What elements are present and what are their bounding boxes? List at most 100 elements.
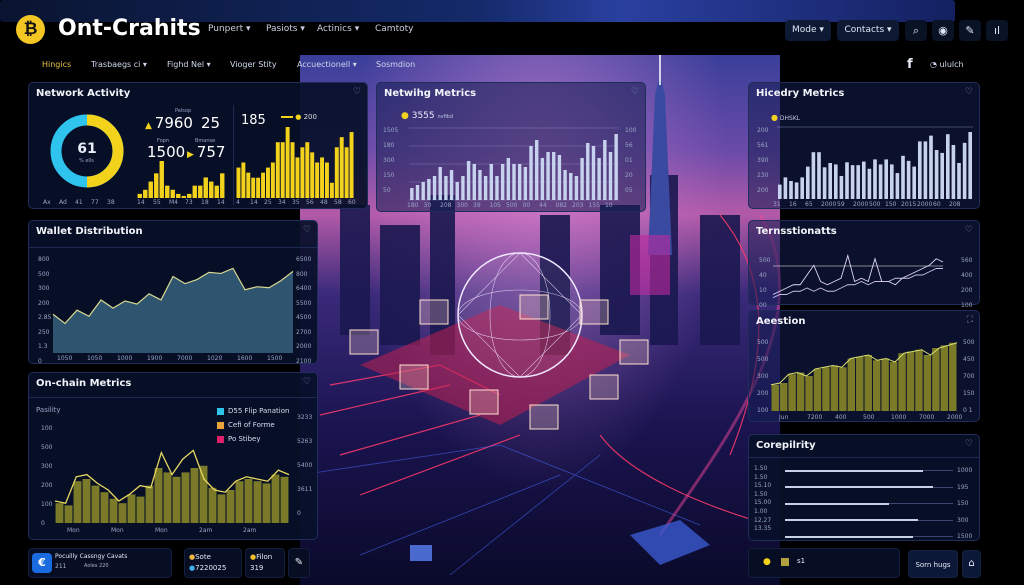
watch-link[interactable]: ◔ ululch bbox=[930, 60, 964, 69]
bar bbox=[945, 134, 950, 199]
favorite-icon[interactable]: ♡ bbox=[352, 87, 361, 97]
bar bbox=[800, 177, 805, 199]
axis-tick: 41 bbox=[75, 199, 83, 206]
subnav-hingics[interactable]: Hingics bbox=[42, 60, 72, 69]
brand-name[interactable]: Ont-Crahits bbox=[58, 16, 201, 41]
subnav-accuectionell[interactable]: Accuectionell ▾ bbox=[297, 60, 357, 69]
bar bbox=[176, 193, 181, 198]
bar bbox=[895, 173, 900, 199]
favorite-icon[interactable]: ♡ bbox=[302, 377, 311, 387]
bar bbox=[285, 127, 290, 198]
bar bbox=[415, 185, 420, 200]
axis-tick: 300 bbox=[757, 373, 769, 380]
onchain-metrics-panel: On-chain Metrics ♡ Pasility D55 Flip Pan… bbox=[28, 372, 318, 540]
nav-punpert[interactable]: Punpert ▾ bbox=[208, 24, 251, 34]
bar bbox=[614, 134, 618, 200]
contacts-label: Contacts bbox=[844, 25, 885, 35]
info-card[interactable]: € Pocuilly Cassngy Cavats 211 Aoles 220 bbox=[28, 548, 172, 578]
axis-tick: 100 bbox=[757, 407, 769, 414]
stat-right: 185 bbox=[241, 113, 266, 128]
axis-tick: 800 bbox=[296, 270, 308, 278]
axis-tick: 100 bbox=[41, 425, 53, 432]
bar bbox=[962, 142, 967, 199]
favorite-icon[interactable]: ♡ bbox=[964, 87, 973, 97]
axis-tick: Mon bbox=[111, 527, 124, 534]
bar bbox=[236, 167, 241, 198]
bar bbox=[329, 182, 334, 198]
axis-tick: 300 bbox=[383, 157, 395, 164]
bar bbox=[906, 351, 915, 411]
axis-tick: 500 bbox=[506, 202, 518, 209]
bar-chart-small bbox=[137, 161, 225, 198]
edit-icon[interactable]: ✎ bbox=[288, 548, 310, 578]
axis-tick: 1.50 bbox=[754, 473, 768, 481]
nav-camtoty[interactable]: Camtoty bbox=[375, 24, 414, 34]
bar bbox=[489, 164, 493, 200]
watch-label: ululch bbox=[939, 60, 964, 69]
legend: ● DHSKL bbox=[771, 113, 801, 122]
mode-label: Mode bbox=[792, 25, 817, 35]
mode-dropdown[interactable]: Mode ▾ bbox=[785, 20, 831, 41]
chip-label: ●Filon bbox=[250, 553, 273, 561]
stat-chip[interactable]: ●Sote ●7220025 bbox=[184, 548, 242, 578]
bar bbox=[190, 468, 199, 523]
nav-actinics[interactable]: Actinics ▾ bbox=[317, 24, 360, 34]
stat-chip[interactable]: ●Filon 319 bbox=[245, 548, 285, 578]
subnav-fighd-nel[interactable]: Fighd Nel ▾ bbox=[167, 60, 211, 69]
bar bbox=[246, 172, 251, 198]
axis-tick: 60 bbox=[933, 201, 941, 208]
series-line bbox=[770, 342, 958, 386]
signal-icon[interactable]: ıl bbox=[986, 20, 1008, 41]
status-value: s1 bbox=[797, 557, 806, 565]
bar bbox=[546, 152, 550, 200]
account-icon[interactable]: ◉ bbox=[932, 20, 954, 41]
bitcoin-icon: ₿ bbox=[16, 15, 45, 44]
subnav-vioger-stity[interactable]: Vioger Stity bbox=[230, 60, 277, 69]
axis-tick: 0 bbox=[41, 520, 45, 527]
bar bbox=[235, 481, 244, 523]
axis-tick: M4 bbox=[169, 199, 178, 206]
axis-tick: 560 bbox=[961, 257, 973, 264]
home-icon[interactable]: ⌂ bbox=[962, 550, 981, 578]
bar bbox=[137, 193, 142, 198]
axis-tick: 1050 bbox=[57, 355, 73, 362]
nav-pasiots[interactable]: Pasiots ▾ bbox=[266, 24, 305, 34]
bar bbox=[64, 505, 73, 523]
bar bbox=[929, 135, 933, 199]
network-activity-panel: Network Activity ♡ 61 % ells Ax Ad 41 77 38 … bbox=[28, 82, 368, 209]
contacts-dropdown[interactable]: Contacts ▾ bbox=[837, 20, 899, 41]
feather-icon[interactable]: ✎ bbox=[959, 20, 981, 41]
bar bbox=[603, 140, 607, 200]
favorite-icon[interactable]: ♡ bbox=[964, 225, 973, 235]
axis-tick: 1.00 bbox=[754, 508, 768, 515]
bar bbox=[349, 132, 354, 198]
axis-tick: 800 bbox=[38, 256, 50, 263]
facebook-icon[interactable]: f bbox=[907, 57, 913, 72]
bar bbox=[334, 147, 339, 198]
subnav-sosmdion[interactable]: Sosmdion bbox=[376, 60, 416, 69]
bar bbox=[957, 163, 961, 199]
axis-tick: 2000 bbox=[947, 414, 963, 421]
stat-value: 25 bbox=[201, 114, 221, 132]
legend: ● 3555 nvfibd bbox=[401, 111, 454, 121]
expand-icon[interactable]: ⛶ bbox=[966, 315, 973, 325]
axis-tick: 500 bbox=[759, 257, 771, 264]
search-icon[interactable]: ⌕ bbox=[905, 20, 927, 41]
favorite-icon[interactable]: ♡ bbox=[630, 87, 639, 97]
legend-label: Po Stibey bbox=[228, 435, 261, 443]
subnav-trasbaegs[interactable]: Trasbaegs ci ▾ bbox=[91, 60, 147, 69]
bar bbox=[262, 483, 271, 523]
card-value: 211 bbox=[55, 563, 67, 570]
progress-track bbox=[785, 486, 953, 488]
bar bbox=[280, 476, 289, 523]
bar bbox=[198, 185, 203, 198]
bar bbox=[181, 195, 186, 198]
axis-tick: 100 bbox=[961, 302, 973, 309]
axis-tick: 1900 bbox=[147, 355, 163, 362]
panel-title: Ternsstionatts bbox=[756, 226, 837, 237]
favorite-icon[interactable]: ♡ bbox=[964, 439, 973, 449]
favorite-icon[interactable]: ♡ bbox=[302, 225, 311, 235]
bar bbox=[256, 177, 261, 198]
axis-tick: 0 1 bbox=[963, 407, 973, 414]
action-button[interactable]: Sorn hugs bbox=[908, 550, 958, 578]
